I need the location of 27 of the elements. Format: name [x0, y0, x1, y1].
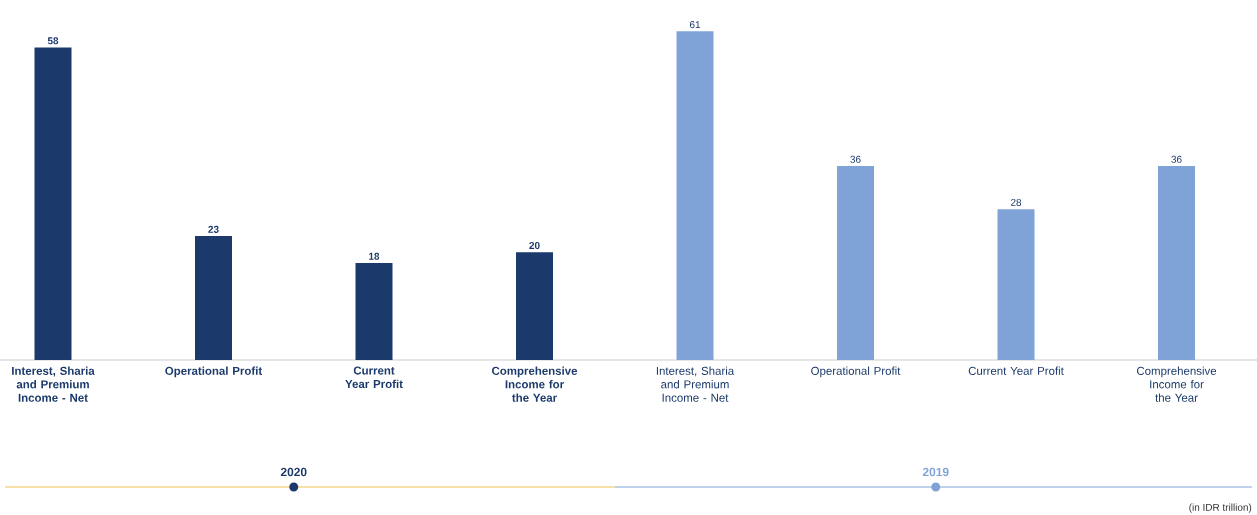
- bar: [195, 236, 232, 360]
- bar: [676, 31, 714, 360]
- bar: [1158, 166, 1196, 360]
- data-label: 58: [47, 37, 59, 45]
- x-tick-label: Operational Profit: [811, 366, 901, 378]
- x-tick-label: Comprehensive Income for the Year: [492, 366, 578, 402]
- x-tick-label: Operational Profit: [165, 366, 263, 378]
- bar: [516, 252, 554, 360]
- x-tick-label: Current Year Profit: [968, 366, 1064, 375]
- data-label: 20: [529, 242, 540, 250]
- text: 2019: [922, 467, 949, 477]
- bar: [355, 263, 393, 360]
- data-label: 36: [1171, 155, 1182, 163]
- data-label: 18: [369, 252, 380, 260]
- text: (in IDR trillion): [1189, 503, 1252, 513]
- data-label: 36: [850, 155, 861, 163]
- data-label: 61: [689, 21, 701, 29]
- data-label: 23: [208, 225, 219, 233]
- bar: [997, 209, 1035, 360]
- x-tick-label: Current Year Profit: [345, 366, 403, 389]
- x-tick-label: Interest, Sharia and Premium Income - Net: [656, 366, 735, 402]
- bar: [837, 166, 875, 360]
- bar: [34, 47, 72, 360]
- x-tick-label: Comprehensive Income for the Year: [1136, 366, 1217, 402]
- text: 2020: [280, 467, 307, 477]
- x-tick-label: Interest, Sharia and Premium Income - Net: [12, 366, 95, 402]
- data-label: 28: [1010, 198, 1022, 206]
